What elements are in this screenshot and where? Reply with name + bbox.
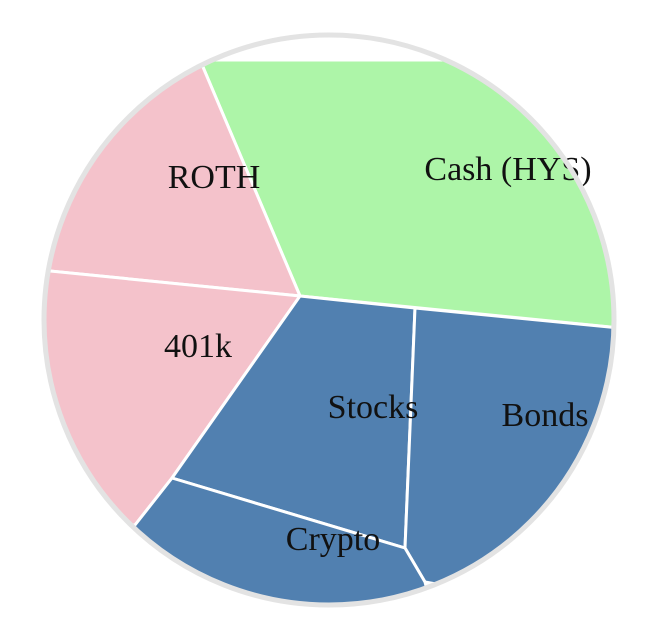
label-cash-hys: Cash (HYS) <box>424 151 591 188</box>
chart-outline <box>41 32 617 608</box>
label-bonds: Bonds <box>502 397 589 434</box>
cell-bonds <box>403 306 613 604</box>
label-roth: ROTH <box>168 159 261 196</box>
label-crypto: Crypto <box>286 521 380 558</box>
label-stocks: Stocks <box>328 389 419 426</box>
labels-layer: Cash (HYS) ROTH 401k Stocks Bonds Crypto <box>164 151 592 558</box>
label-401k: 401k <box>164 328 232 365</box>
